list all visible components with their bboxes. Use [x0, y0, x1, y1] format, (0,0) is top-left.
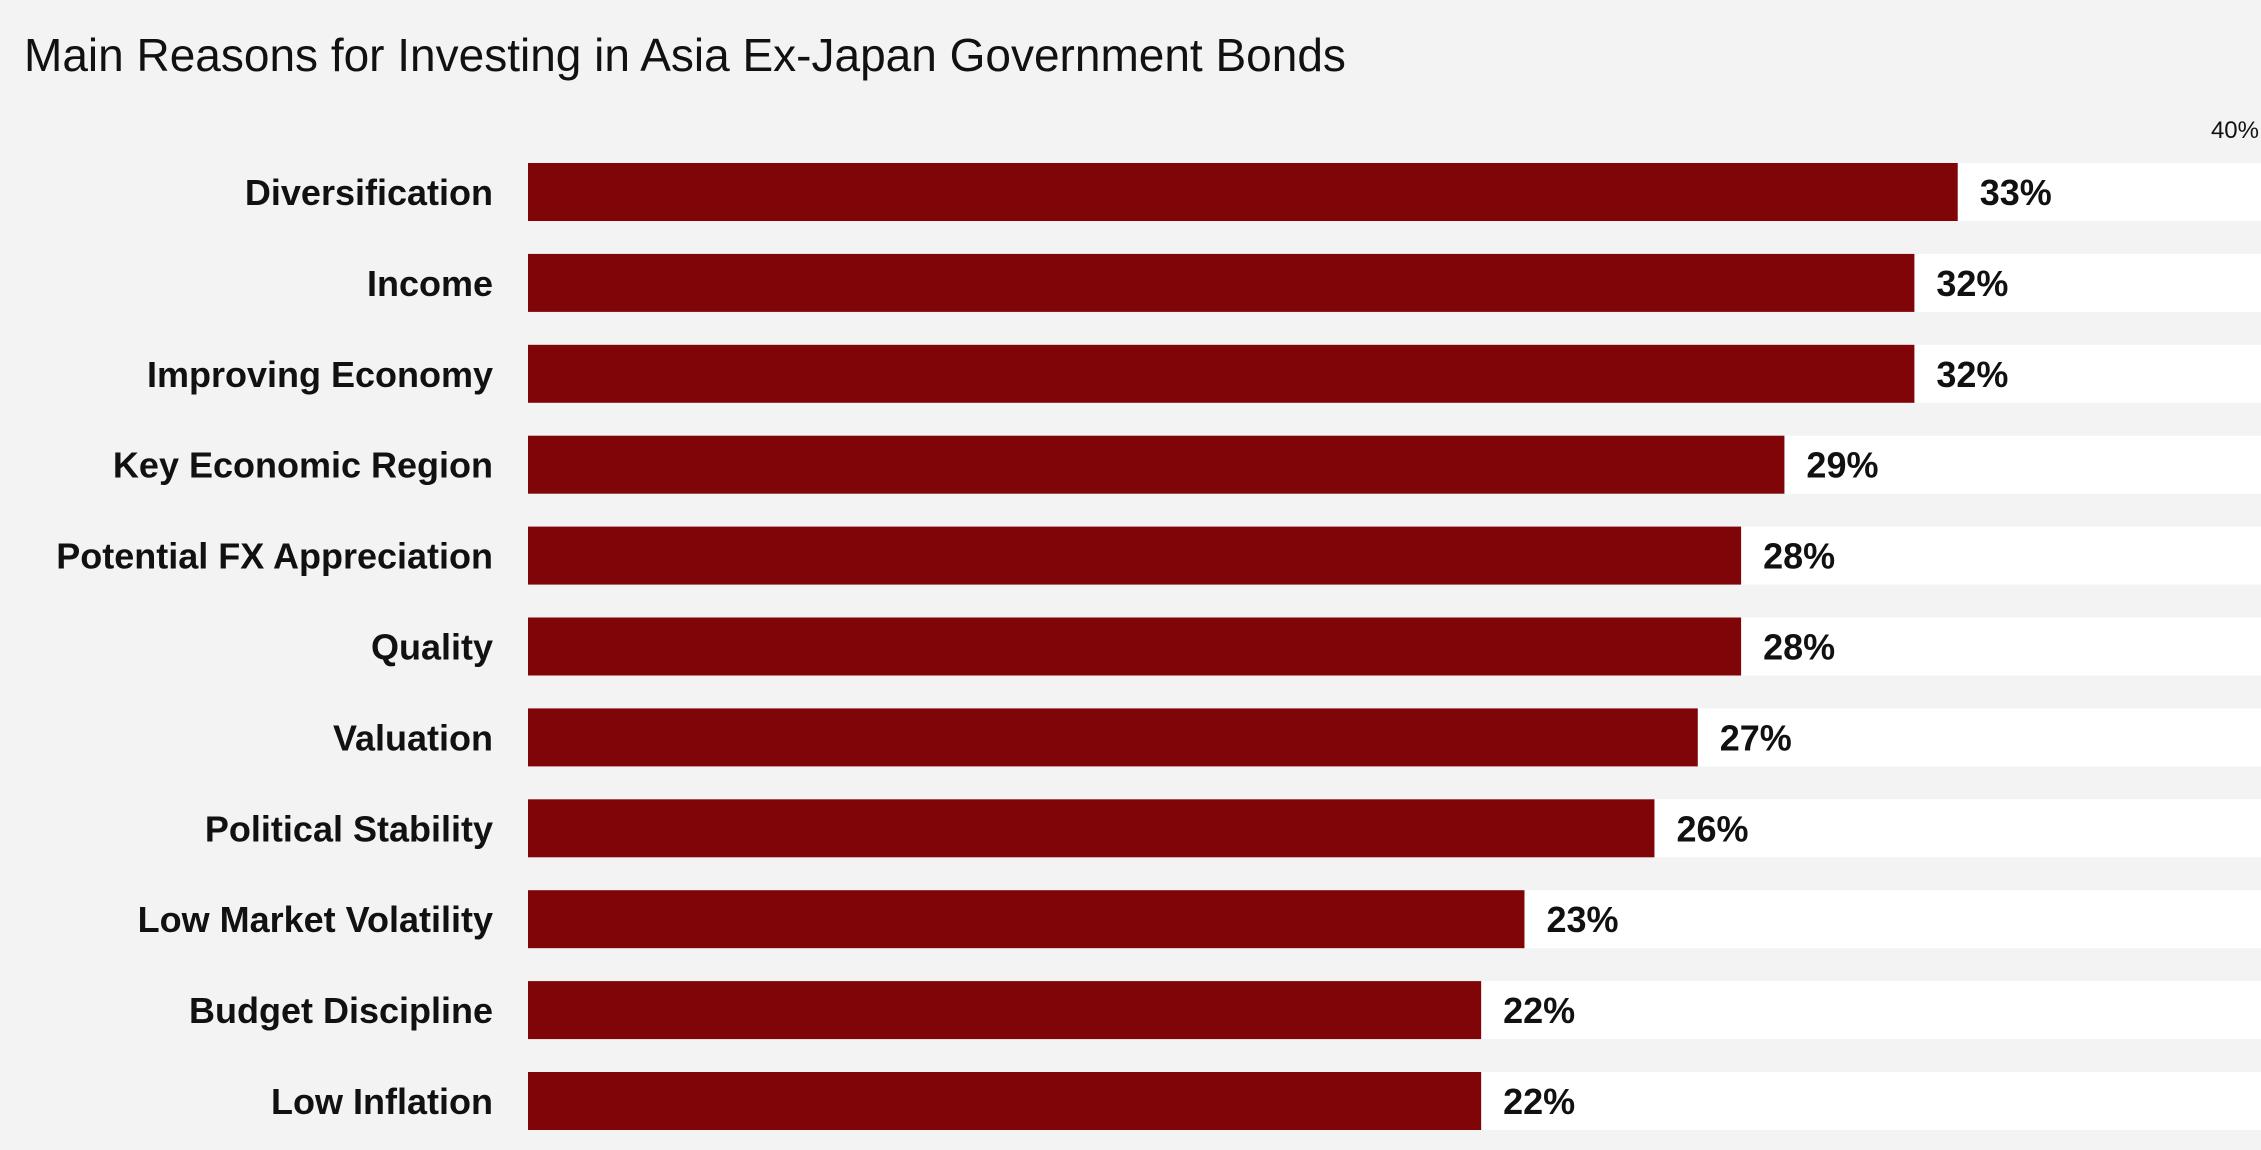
bar [528, 708, 1698, 767]
category-label: Low Inflation [271, 1081, 493, 1122]
x-tick-label: 40% [2211, 117, 2259, 144]
data-label: 23% [1546, 899, 1618, 940]
bar [528, 344, 1915, 403]
bar [528, 435, 1785, 494]
bar [528, 799, 1655, 858]
data-label: 29% [1806, 445, 1878, 486]
data-label: 32% [1936, 263, 2008, 304]
bar [528, 526, 1742, 585]
category-label: Diversification [245, 172, 493, 213]
bar [528, 163, 1958, 221]
data-label: 28% [1763, 536, 1835, 577]
category-label: Low Market Volatility [138, 899, 493, 940]
category-label: Improving Economy [147, 354, 493, 395]
bar [528, 253, 1915, 312]
category-label: Key Economic Region [113, 445, 493, 486]
category-label: Political Stability [205, 808, 493, 849]
category-label: Income [367, 263, 493, 304]
bar [528, 617, 1742, 676]
data-label: 22% [1503, 1081, 1575, 1122]
data-label: 27% [1720, 717, 1792, 758]
data-label: 32% [1936, 354, 2008, 395]
bar [528, 890, 1525, 949]
data-label: 22% [1503, 990, 1575, 1031]
category-label: Valuation [333, 717, 493, 758]
data-label: 28% [1763, 627, 1835, 668]
bar [528, 1072, 1482, 1130]
data-label: 33% [1980, 172, 2052, 213]
category-label: Potential FX Appreciation [56, 536, 493, 577]
category-label: Budget Discipline [189, 990, 493, 1031]
data-label: 26% [1676, 808, 1748, 849]
chart-title: Main Reasons for Investing in Asia Ex-Ja… [24, 29, 1346, 81]
category-label: Quality [371, 627, 493, 668]
bar [528, 981, 1482, 1040]
